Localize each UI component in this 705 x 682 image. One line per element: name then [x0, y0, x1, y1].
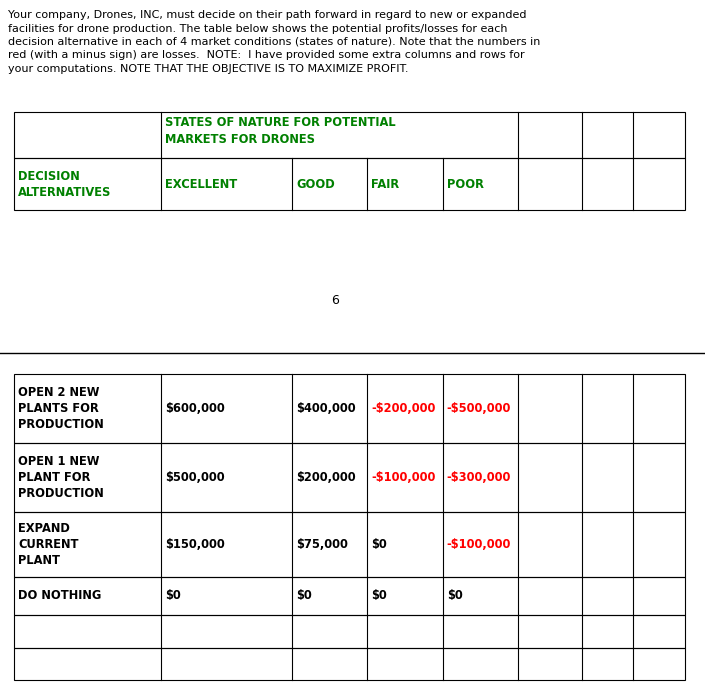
Text: -$500,000: -$500,000 [447, 402, 511, 415]
Text: -$100,000: -$100,000 [372, 471, 436, 484]
Text: $0: $0 [447, 589, 462, 602]
Text: $200,000: $200,000 [296, 471, 355, 484]
Text: red (with a minus sign) are losses.  NOTE:  I have provided some extra columns a: red (with a minus sign) are losses. NOTE… [8, 50, 525, 61]
Bar [14, 112, 685, 158]
Text: DO NOTHING: DO NOTHING [18, 589, 102, 602]
Bar [14, 158, 685, 210]
Text: $150,000: $150,000 [165, 537, 225, 551]
Bar [14, 648, 685, 680]
Text: OPEN 2 NEW
PLANTS FOR
PRODUCTION: OPEN 2 NEW PLANTS FOR PRODUCTION [18, 386, 104, 431]
Text: Your company, Drones, INC, must decide on their path forward in regard to new or: Your company, Drones, INC, must decide o… [8, 10, 527, 20]
Text: STATES OF NATURE FOR POTENTIAL
MARKETS FOR DRONES: STATES OF NATURE FOR POTENTIAL MARKETS F… [165, 116, 396, 146]
Text: -$300,000: -$300,000 [447, 471, 511, 484]
Text: EXCELLENT: EXCELLENT [165, 177, 237, 190]
Text: $500,000: $500,000 [165, 471, 224, 484]
Text: $400,000: $400,000 [296, 402, 355, 415]
Text: 6: 6 [331, 293, 339, 306]
Text: OPEN 1 NEW
PLANT FOR
PRODUCTION: OPEN 1 NEW PLANT FOR PRODUCTION [18, 455, 104, 500]
Text: decision alternative in each of 4 market conditions (states of nature). Note tha: decision alternative in each of 4 market… [8, 37, 540, 47]
Text: your computations. NOTE THAT THE OBJECTIVE IS TO MAXIMIZE PROFIT.: your computations. NOTE THAT THE OBJECTI… [8, 64, 408, 74]
Text: $0: $0 [372, 537, 387, 551]
Text: $0: $0 [372, 589, 387, 602]
Bar [14, 615, 685, 648]
Text: facilities for drone production. The table below shows the potential profits/los: facilities for drone production. The tab… [8, 23, 508, 33]
Text: -$100,000: -$100,000 [447, 537, 511, 551]
Text: POOR: POOR [447, 177, 484, 190]
Text: GOOD: GOOD [296, 177, 335, 190]
Text: $600,000: $600,000 [165, 402, 225, 415]
Text: $75,000: $75,000 [296, 537, 348, 551]
Bar [14, 374, 685, 443]
Text: EXPAND
CURRENT
PLANT: EXPAND CURRENT PLANT [18, 522, 78, 567]
Text: $0: $0 [165, 589, 180, 602]
Text: DECISION
ALTERNATIVES: DECISION ALTERNATIVES [18, 170, 111, 198]
Bar [14, 576, 685, 615]
Text: -$200,000: -$200,000 [372, 402, 436, 415]
Bar [14, 443, 685, 512]
Text: $0: $0 [296, 589, 312, 602]
Bar [14, 512, 685, 576]
Text: FAIR: FAIR [372, 177, 400, 190]
